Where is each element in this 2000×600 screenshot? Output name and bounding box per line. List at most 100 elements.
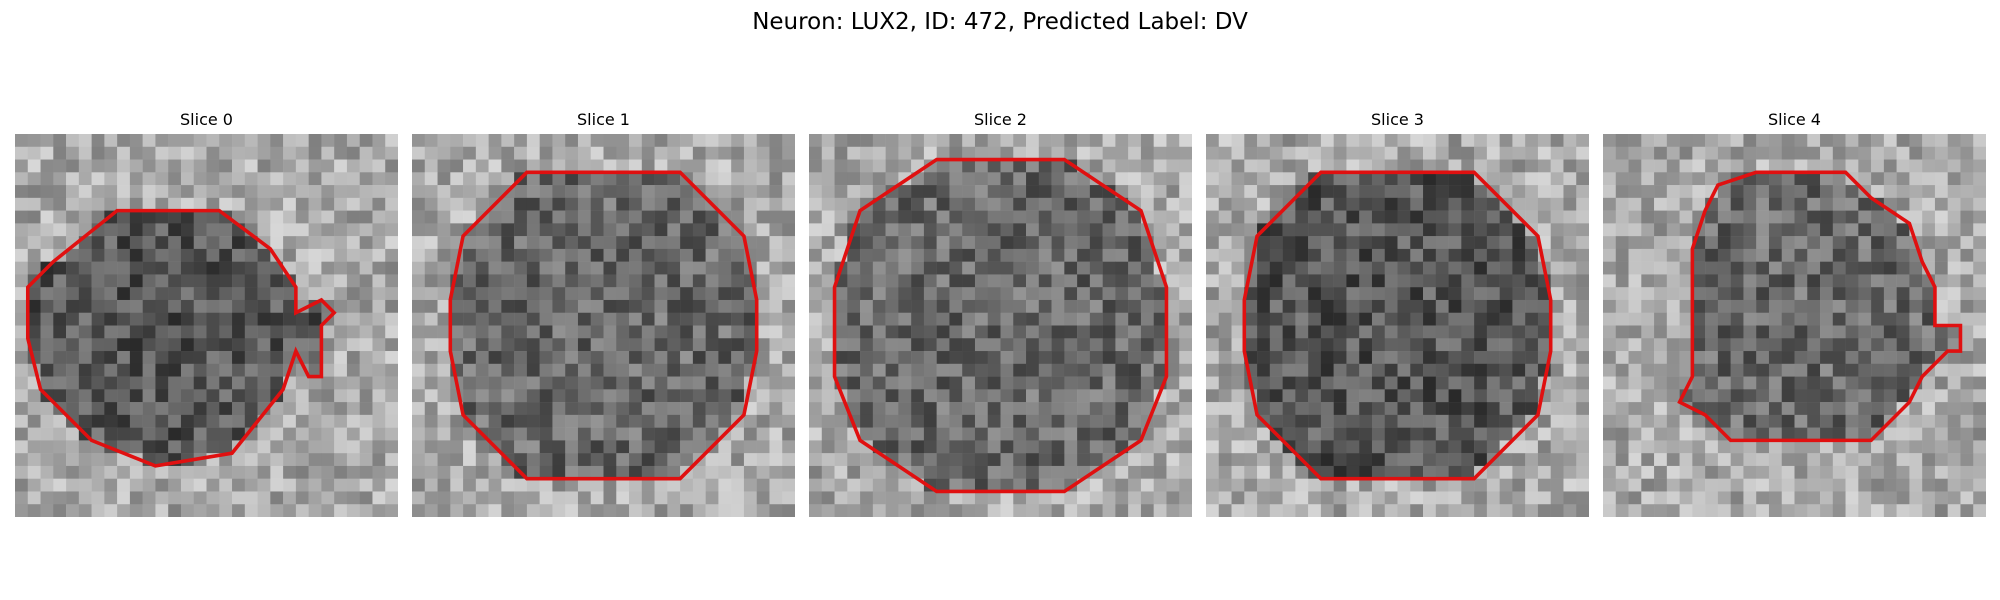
pixel xyxy=(424,210,438,224)
pixel xyxy=(1576,274,1589,288)
pixel xyxy=(129,325,143,339)
pixel xyxy=(539,287,553,301)
pixel xyxy=(1603,312,1617,326)
pixel xyxy=(1909,414,1923,428)
pixel xyxy=(974,351,988,365)
pixel xyxy=(117,134,131,148)
pixel xyxy=(232,402,246,416)
pixel xyxy=(885,159,899,173)
pixel xyxy=(847,504,861,517)
pixel xyxy=(1832,236,1846,250)
pixel xyxy=(232,197,246,211)
pixel xyxy=(1654,351,1668,365)
pixel xyxy=(346,248,360,262)
pixel xyxy=(1359,376,1373,390)
pixel xyxy=(1333,210,1347,224)
pixel xyxy=(654,287,668,301)
pixel xyxy=(1550,261,1564,275)
pixel xyxy=(1153,159,1167,173)
pixel xyxy=(1179,261,1192,275)
pixel xyxy=(577,287,591,301)
pixel xyxy=(1845,159,1859,173)
pixel xyxy=(1320,478,1334,492)
slice-image-4-svg xyxy=(1603,134,1986,517)
pixel xyxy=(1499,504,1513,517)
pixel xyxy=(1563,440,1577,454)
pixel xyxy=(1499,338,1513,352)
pixel xyxy=(821,287,835,301)
pixel xyxy=(1486,389,1500,403)
pixel xyxy=(860,185,874,199)
pixel xyxy=(1807,351,1821,365)
pixel xyxy=(1576,248,1589,262)
pixel xyxy=(782,465,795,479)
pixel xyxy=(1115,376,1129,390)
pixel xyxy=(1781,223,1795,237)
pixel xyxy=(1346,261,1360,275)
pixel xyxy=(923,402,937,416)
pixel xyxy=(539,146,553,160)
pixel xyxy=(911,376,925,390)
pixel xyxy=(1654,389,1668,403)
pixel xyxy=(1051,146,1065,160)
pixel xyxy=(809,312,823,326)
pixel xyxy=(1282,351,1296,365)
pixel xyxy=(1820,236,1834,250)
pixel xyxy=(718,491,732,505)
pixel xyxy=(1871,440,1885,454)
pixel xyxy=(78,402,92,416)
pixel xyxy=(911,146,925,160)
pixel xyxy=(1603,325,1617,339)
pixel xyxy=(1333,325,1347,339)
pixel xyxy=(1794,172,1808,186)
pixel xyxy=(821,274,835,288)
pixel xyxy=(1717,414,1731,428)
pixel xyxy=(15,236,29,250)
pixel xyxy=(1550,312,1564,326)
pixel xyxy=(385,440,398,454)
pixel xyxy=(1871,453,1885,467)
pixel xyxy=(1013,134,1027,148)
pixel xyxy=(514,146,528,160)
pixel xyxy=(962,427,976,441)
pixel xyxy=(1781,312,1795,326)
pixel xyxy=(346,261,360,275)
pixel xyxy=(1550,134,1564,148)
pixel xyxy=(308,325,322,339)
pixel xyxy=(1397,389,1411,403)
pixel xyxy=(15,338,29,352)
pixel xyxy=(743,185,757,199)
pixel xyxy=(923,274,937,288)
pixel xyxy=(1089,325,1103,339)
pixel xyxy=(142,287,156,301)
pixel xyxy=(603,223,617,237)
pixel xyxy=(923,312,937,326)
pixel xyxy=(1410,491,1424,505)
pixel xyxy=(654,389,668,403)
pixel xyxy=(488,299,502,313)
pixel xyxy=(91,172,105,186)
pixel xyxy=(1679,312,1693,326)
pixel xyxy=(1474,491,1488,505)
pixel xyxy=(1051,363,1065,377)
pixel xyxy=(501,504,515,517)
pixel xyxy=(987,197,1001,211)
pixel xyxy=(1320,363,1334,377)
pixel xyxy=(1244,465,1258,479)
pixel xyxy=(1308,363,1322,377)
pixel xyxy=(1308,376,1322,390)
pixel xyxy=(1960,453,1974,467)
pixel xyxy=(385,453,398,467)
pixel xyxy=(1794,491,1808,505)
pixel xyxy=(1654,134,1668,148)
pixel xyxy=(1947,287,1961,301)
pixel xyxy=(923,414,937,428)
pixel xyxy=(1371,376,1385,390)
pixel xyxy=(1153,427,1167,441)
pixel xyxy=(872,478,886,492)
pixel xyxy=(1512,414,1526,428)
pixel xyxy=(526,248,540,262)
pixel xyxy=(475,134,489,148)
pixel xyxy=(1359,427,1373,441)
pixel xyxy=(1486,312,1500,326)
